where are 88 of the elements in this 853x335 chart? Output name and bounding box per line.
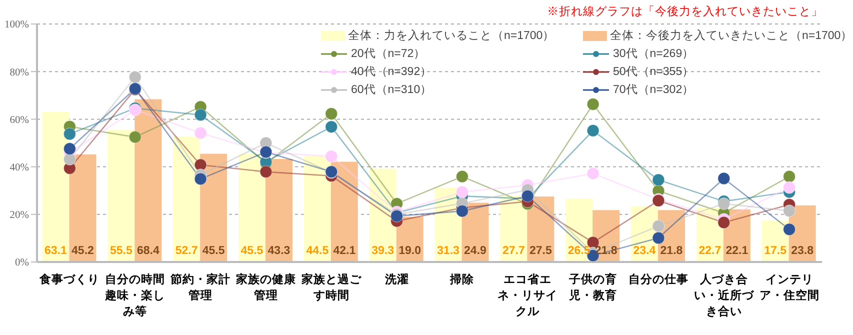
legend-label: 全体：力を入れていること（n=1700） xyxy=(348,28,555,43)
data-label: 55.5 xyxy=(110,245,133,257)
data-label: 43.3 xyxy=(268,245,290,257)
bar xyxy=(265,158,292,262)
bar xyxy=(200,154,228,262)
point xyxy=(325,150,338,163)
point xyxy=(456,204,468,218)
point xyxy=(783,170,796,183)
x-tick-label: 自分の仕事 xyxy=(627,272,690,288)
data-label: 17.5 xyxy=(764,245,788,257)
data-label: 39.3 xyxy=(372,245,394,257)
x-tick-label: 食事づくり xyxy=(38,272,101,288)
point xyxy=(652,174,665,186)
data-label: 45.5 xyxy=(240,245,264,257)
point xyxy=(718,216,730,229)
data-label: 23.8 xyxy=(791,245,814,257)
point xyxy=(783,223,796,236)
bar xyxy=(500,196,528,262)
bar xyxy=(42,112,70,262)
y-tick-label: 100% xyxy=(4,20,30,31)
point xyxy=(194,108,207,122)
data-label: 22.7 xyxy=(698,245,722,257)
point xyxy=(652,220,665,232)
point xyxy=(586,167,600,180)
bar xyxy=(134,99,162,262)
x-tick-label: 掃除 xyxy=(448,272,476,288)
y-tick-label: 40% xyxy=(10,162,30,174)
point xyxy=(586,124,600,137)
point xyxy=(325,107,338,120)
point xyxy=(128,70,142,84)
data-label: 23.4 xyxy=(633,245,656,257)
y-tick-label: 20% xyxy=(10,210,30,222)
y-tick-label: 0% xyxy=(15,258,30,269)
point xyxy=(63,128,76,140)
data-label: 24.9 xyxy=(464,245,486,257)
point xyxy=(783,181,796,194)
data-label: 27.7 xyxy=(502,245,525,257)
point xyxy=(260,166,272,178)
point xyxy=(63,152,76,166)
data-label: 42.1 xyxy=(333,245,356,257)
legend-label: 60代（n=310） xyxy=(351,83,432,97)
point xyxy=(128,130,142,144)
y-tick-label: 80% xyxy=(10,67,30,78)
legend-label: 全体：今後力を入ていきたいこと（n=1700） xyxy=(610,28,853,43)
data-label: 31.3 xyxy=(437,245,460,257)
point xyxy=(456,186,468,198)
data-label: 45.2 xyxy=(72,245,94,257)
bar xyxy=(330,162,358,262)
point xyxy=(325,120,338,134)
point xyxy=(586,98,600,110)
data-label: 21.8 xyxy=(660,245,684,257)
x-tick-label: 家族と過ごす時間 xyxy=(300,272,362,304)
data-label: 44.5 xyxy=(306,245,330,257)
bar xyxy=(304,156,331,262)
bar xyxy=(238,154,266,262)
x-tick-label: 自分の時間趣味・楽しみ等 xyxy=(104,272,166,320)
point xyxy=(456,170,468,183)
x-tick-label: 人づき合い・近所づき合い xyxy=(692,272,755,320)
data-label: 19.0 xyxy=(398,245,422,257)
text: ※折れ線グラフは「今後力を入れていきたいこと」 xyxy=(547,4,823,19)
x-tick-label: 洗濯 xyxy=(384,272,410,288)
legend-label: 50代（n=355） xyxy=(613,65,694,79)
legend-label: 20代（n=72） xyxy=(351,47,426,61)
point xyxy=(783,204,796,218)
point xyxy=(63,142,76,155)
data-label: 68.4 xyxy=(136,245,160,257)
point xyxy=(194,126,207,140)
y-tick-label: 60% xyxy=(10,114,30,126)
x-tick-label: 子供の育児・教育 xyxy=(568,272,618,304)
x-tick-label: インテリア・住空間 xyxy=(758,273,820,304)
data-label: 63.1 xyxy=(44,245,68,257)
x-tick-label: 節約・家計管理 xyxy=(170,272,232,304)
point xyxy=(718,172,730,185)
point xyxy=(652,232,665,244)
legend-label: 40代（n=392） xyxy=(351,65,432,79)
point xyxy=(521,190,534,202)
legend-label: 30代（n=269） xyxy=(613,47,694,61)
x-tick-label: 家族の健康管理 xyxy=(234,272,297,304)
x-tick-label: エコ省エネ・リサイクル xyxy=(496,272,559,320)
bar xyxy=(108,130,135,262)
data-label: 52.7 xyxy=(175,245,198,257)
bar xyxy=(173,136,200,262)
legend-label: 70代（n=302） xyxy=(613,83,694,97)
bar xyxy=(69,154,96,262)
data-label: 22.1 xyxy=(726,245,749,257)
point xyxy=(194,172,207,186)
data-label: 45.5 xyxy=(202,245,226,257)
data-label: 27.5 xyxy=(529,245,552,257)
